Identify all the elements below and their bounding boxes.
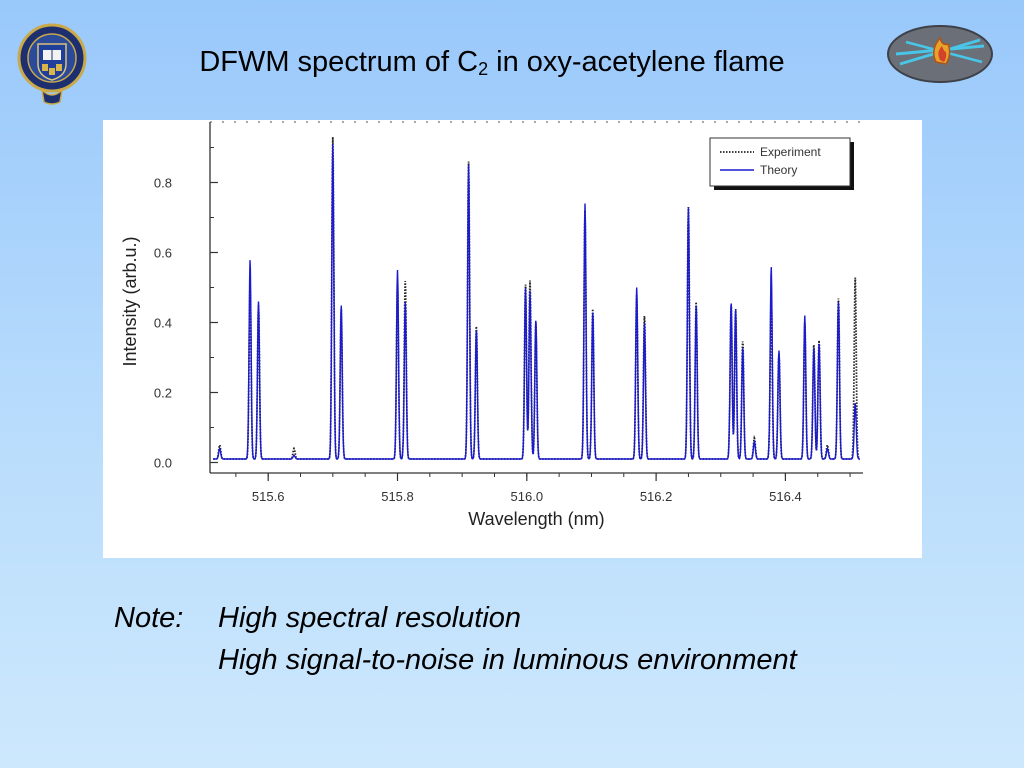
note-line-1: High spectral resolution (218, 602, 522, 634)
theory-series-line (213, 143, 860, 460)
spectrum-chart: 515.6 515.8 516.0 516.2 516.4 0.0 0.2 0.4 0.6 0.8… (120, 121, 863, 529)
y-tick-label: 0.0 (154, 456, 172, 471)
y-tick-label: 0.4 (154, 316, 172, 331)
chart-panel: 515.6 515.8 516.0 516.2 516.4 0.0 0.2 0.4 0.6 0.8… (103, 120, 922, 558)
legend-experiment-label: Experiment (760, 145, 821, 159)
note-block: Note: High spectral resolution High sign… (114, 597, 797, 681)
note-label: Note: (114, 602, 184, 634)
slide-title: DFWM spectrum of C2 in oxy-acetylene fla… (199, 46, 785, 79)
y-tick-label: 0.8 (154, 176, 172, 191)
university-of-oxford-crest-icon (17, 23, 87, 105)
x-tick-label: 516.0 (511, 489, 544, 504)
y-axis-label: Intensity (arb.u.) (120, 236, 140, 366)
x-tick-label: 516.2 (640, 489, 673, 504)
laser-beams-flame-icon (887, 25, 993, 83)
legend-box (709, 137, 851, 187)
note-line-2: High signal-to-noise in luminous environ… (218, 644, 797, 676)
y-tick-label: 0.6 (154, 246, 172, 261)
legend-theory-label: Theory (760, 163, 797, 177)
x-tick-label: 516.4 (769, 489, 802, 504)
x-axis-label: Wavelength (nm) (468, 509, 604, 529)
x-tick-label: 515.8 (381, 489, 414, 504)
y-tick-label: 0.2 (154, 386, 172, 401)
x-tick-label: 515.6 (252, 489, 285, 504)
